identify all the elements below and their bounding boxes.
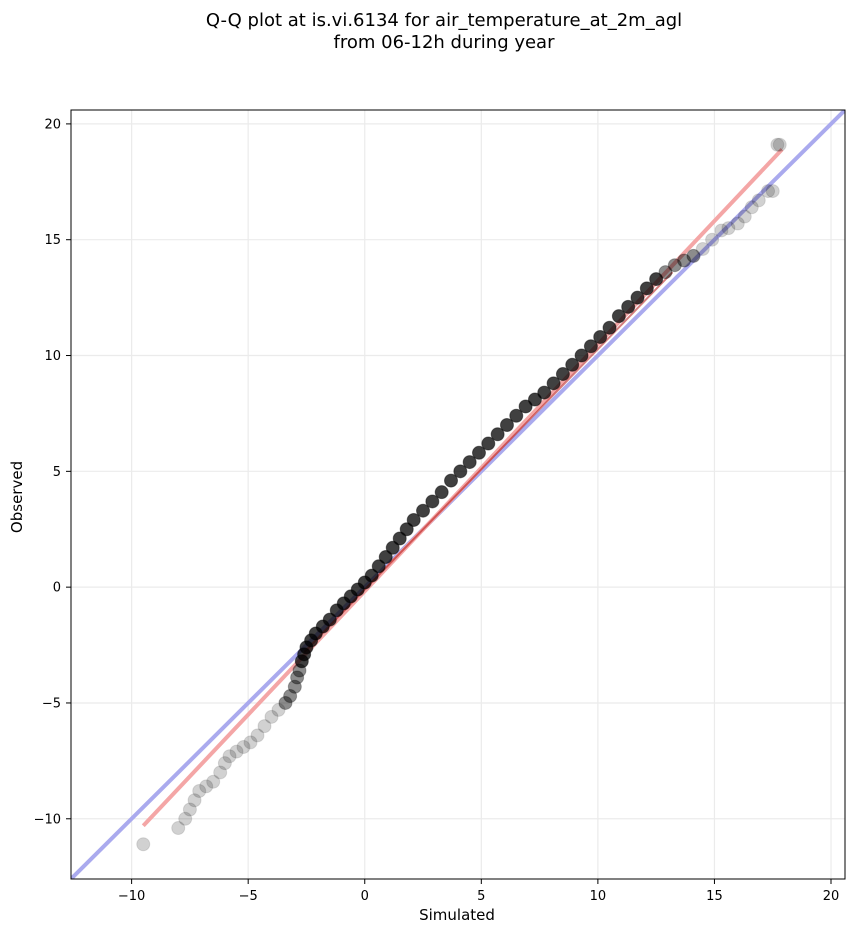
- y-axis-label: Observed: [8, 461, 26, 533]
- data-point: [518, 399, 533, 414]
- data-point: [490, 427, 505, 442]
- data-point: [630, 290, 645, 305]
- data-point: [192, 783, 207, 798]
- data-point: [199, 779, 214, 794]
- data-point: [695, 241, 710, 256]
- data-point: [730, 216, 745, 231]
- data-point: [602, 320, 617, 335]
- y-tick-label: 10: [44, 349, 61, 364]
- data-point: [527, 392, 542, 407]
- data-point: [462, 455, 477, 470]
- data-point: [250, 728, 265, 743]
- data-point: [290, 670, 305, 685]
- data-point: [229, 744, 244, 759]
- data-points: [136, 137, 787, 852]
- data-point: [444, 473, 459, 488]
- data-point: [222, 749, 237, 764]
- data-point: [264, 709, 279, 724]
- data-point: [721, 221, 736, 236]
- chart-title: Q-Q plot at is.vi.6134 for air_temperatu…: [206, 10, 682, 31]
- data-point: [770, 137, 785, 152]
- data-point: [278, 695, 293, 710]
- data-point: [772, 137, 787, 152]
- x-axis-ticks: −10 −5 0 5 10 15 20: [118, 879, 839, 904]
- data-point: [187, 793, 202, 808]
- data-point: [178, 811, 193, 826]
- fit-line: [141, 148, 784, 828]
- data-point: [378, 550, 393, 565]
- x-tick-label: −5: [239, 889, 258, 904]
- data-point: [171, 821, 186, 836]
- y-tick-label: 5: [53, 465, 61, 480]
- data-point: [287, 679, 302, 694]
- x-tick-label: −10: [118, 889, 145, 904]
- data-point: [574, 348, 589, 363]
- data-point: [583, 339, 598, 354]
- data-point: [765, 184, 780, 199]
- data-point: [761, 184, 776, 199]
- data-point: [714, 223, 729, 238]
- data-point: [737, 209, 752, 224]
- x-tick-label: 10: [590, 889, 607, 904]
- data-point: [611, 309, 626, 324]
- data-point: [639, 281, 654, 296]
- y-tick-label: 0: [53, 581, 61, 596]
- y-tick-label: 20: [44, 117, 61, 132]
- data-point: [416, 503, 431, 518]
- data-point: [371, 559, 386, 574]
- data-point: [751, 193, 766, 208]
- data-point: [555, 367, 570, 382]
- data-point: [565, 357, 580, 372]
- data-point: [537, 385, 552, 400]
- data-point: [257, 719, 272, 734]
- x-tick-label: 20: [823, 889, 840, 904]
- data-point: [213, 765, 228, 780]
- y-tick-label: −10: [34, 812, 61, 827]
- data-point: [509, 408, 524, 423]
- data-point: [399, 522, 414, 537]
- x-tick-label: 0: [361, 889, 369, 904]
- data-point: [649, 272, 664, 287]
- data-point: [271, 702, 286, 717]
- data-point: [593, 329, 608, 344]
- x-tick-label: 15: [706, 889, 723, 904]
- x-axis-label: Simulated: [419, 906, 495, 924]
- data-point: [182, 802, 197, 817]
- chart-subtitle: from 06-12h during year: [334, 32, 556, 53]
- data-point: [385, 540, 400, 555]
- data-point: [283, 689, 298, 704]
- data-point: [206, 774, 221, 789]
- data-point: [434, 485, 449, 500]
- y-tick-label: −5: [42, 696, 61, 711]
- data-point: [453, 464, 468, 479]
- x-tick-label: 5: [477, 889, 485, 904]
- data-point: [217, 756, 232, 771]
- data-point: [499, 418, 514, 433]
- data-point: [322, 612, 337, 627]
- data-point: [677, 253, 692, 268]
- plot-frame: [70, 109, 846, 880]
- data-point: [243, 735, 258, 750]
- y-axis-ticks: −10 −5 0 5 10 15 20: [34, 117, 71, 827]
- data-point: [392, 531, 407, 546]
- data-point: [686, 248, 701, 263]
- data-point: [406, 512, 421, 527]
- data-point: [364, 568, 379, 583]
- y-tick-label: 15: [44, 233, 61, 248]
- data-point: [471, 445, 486, 460]
- data-point: [425, 494, 440, 509]
- data-point: [705, 232, 720, 247]
- data-point: [481, 436, 496, 451]
- data-point: [236, 739, 251, 754]
- data-point: [667, 258, 682, 273]
- data-point: [658, 265, 673, 280]
- data-point: [136, 837, 151, 852]
- data-point: [744, 200, 759, 215]
- data-point: [546, 376, 561, 391]
- data-point: [621, 299, 636, 314]
